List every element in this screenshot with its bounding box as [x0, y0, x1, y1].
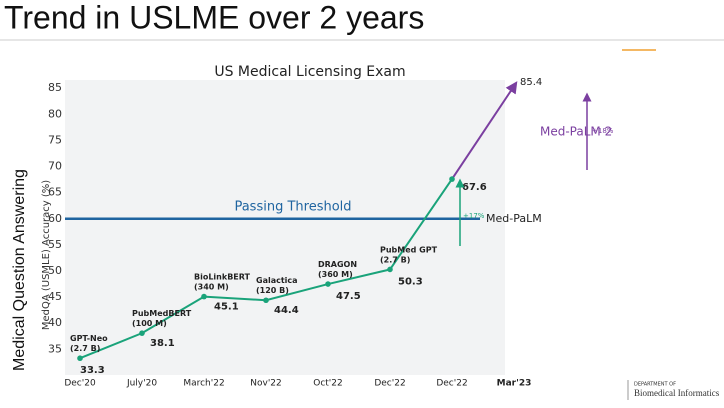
y-tick-label: 55 — [48, 238, 62, 251]
point — [325, 281, 331, 287]
point-label-line: PubMed GPT — [380, 245, 438, 254]
point-label: DRAGON (360 M) — [318, 260, 357, 279]
value-label: 67.6 — [462, 182, 487, 193]
threshold-label: Passing Threshold — [234, 199, 351, 214]
point-label-line: DRAGON — [318, 260, 357, 269]
y-axis-label: MedQA (USMLE) Accuracy (%) — [41, 180, 52, 330]
point-label: PubMed GPT (2.7 B) — [380, 245, 438, 264]
point-label-line: (100 M) — [132, 319, 167, 328]
point — [263, 297, 269, 304]
value-label: 38.1 — [150, 338, 175, 349]
point-label-line: (120 B) — [256, 286, 289, 295]
slide-title: Trend in USLME over 2 years — [4, 0, 424, 35]
point-label-line: (340 M) — [194, 282, 229, 291]
value-label: 50.3 — [398, 276, 423, 287]
value-label: 44.4 — [274, 305, 299, 316]
x-tick-label: Dec'22 — [374, 379, 405, 389]
point — [139, 330, 145, 336]
y-tick-label: 85 — [48, 81, 62, 94]
point-label: BioLinkBERT (340 M) — [194, 272, 251, 291]
y-tick-label: 35 — [48, 342, 62, 355]
footer-line2: Biomedical Informatics — [634, 388, 720, 398]
point — [77, 355, 83, 362]
annotation: Med-PaLM — [486, 212, 542, 225]
point — [449, 176, 455, 182]
point-label-line: (360 M) — [318, 270, 353, 279]
y-tick-label: 50 — [48, 264, 62, 277]
point-label-line: BioLinkBERT — [194, 272, 251, 281]
chart-title: US Medical Licensing Exam — [214, 64, 405, 80]
point-label: Galactica (120 B) — [256, 276, 298, 295]
annotation: +18% — [592, 127, 614, 135]
x-tick-label: Dec'20 — [64, 379, 96, 389]
annotation: Med-PaLM 2 — [540, 125, 612, 139]
y-tick-label: 65 — [48, 186, 62, 199]
x-tick-label: Oct'22 — [313, 379, 343, 389]
footer-line1: DEPARTMENT OF — [634, 382, 676, 388]
plot-background — [65, 80, 505, 375]
outer-y-label: Medical Question Answering — [11, 169, 28, 371]
point-label-line: GPT-Neo — [70, 334, 108, 343]
y-tick-label: 70 — [48, 160, 62, 173]
point — [387, 266, 393, 273]
final-segment — [451, 81, 518, 180]
x-tick-label: Mar'23 — [497, 379, 532, 389]
annotation: +17% — [463, 212, 485, 220]
point — [201, 293, 207, 300]
y-tick-label: 40 — [48, 316, 62, 329]
point-label: GPT-Neo (2.7 B) — [70, 334, 108, 353]
x-tick-label: March'22 — [183, 379, 224, 389]
value-label: 47.5 — [336, 291, 361, 302]
y-tick-label: 45 — [48, 290, 62, 303]
point-label-line: (2.7 B) — [380, 255, 410, 264]
point-label-line: PubMedBERT — [132, 309, 192, 318]
y-tick-label: 80 — [48, 107, 62, 120]
x-tick-label: Nov'22 — [250, 379, 282, 389]
x-tick-label: July'20 — [126, 379, 157, 389]
point-label: PubMedBERT (100 M) — [132, 309, 192, 328]
value-label: 85.4 — [520, 77, 542, 88]
value-label: 33.3 — [80, 365, 105, 376]
point-label-line: (2.7 B) — [70, 344, 100, 353]
y-tick-label: 75 — [48, 133, 62, 146]
x-tick-label: Dec'22 — [436, 379, 467, 389]
point-label-line: Galactica — [256, 276, 298, 285]
value-label: 45.1 — [214, 302, 239, 313]
y-tick-label: 60 — [48, 212, 62, 225]
